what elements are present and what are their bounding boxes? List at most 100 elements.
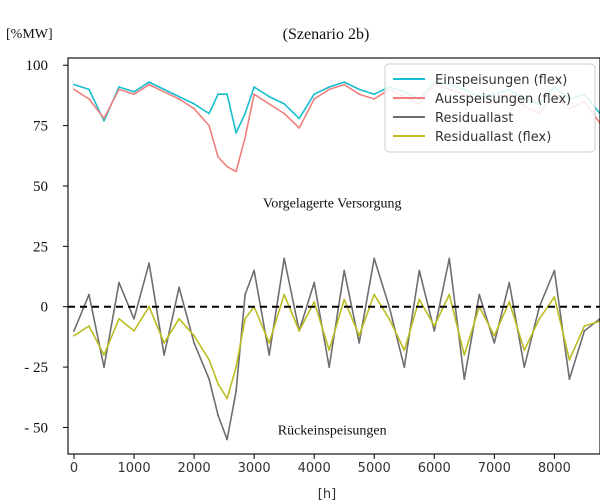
series-4-point xyxy=(133,330,135,332)
y-tick-label: - 50 xyxy=(24,420,48,436)
series-1-point xyxy=(163,88,166,91)
x-tick-label: 0 xyxy=(70,461,78,476)
x-tick-label: 8000 xyxy=(538,461,571,476)
annotation-rueckeinspeisungen: Rückeinspeisungen xyxy=(278,424,387,439)
series-1-point xyxy=(133,90,135,93)
series-1-point xyxy=(373,93,376,96)
series-1-point xyxy=(193,103,196,105)
series-4-point xyxy=(388,317,391,320)
series-3-point xyxy=(244,293,247,296)
series-4-point xyxy=(433,325,436,327)
series-2-point xyxy=(88,98,90,100)
series-4-point xyxy=(208,358,211,361)
y-tick-label: - 25 xyxy=(24,360,48,376)
plot-frame xyxy=(67,57,600,455)
series-1-point xyxy=(283,103,286,105)
series-4-point xyxy=(226,397,229,400)
series-2-point xyxy=(313,98,316,100)
series-3-point xyxy=(103,366,105,368)
series-3-point xyxy=(193,342,196,344)
series-2-point xyxy=(148,83,151,86)
series-4-point xyxy=(73,334,75,337)
x-tick-label: 1000 xyxy=(118,461,151,476)
series-4-point xyxy=(283,293,286,296)
series-4-point xyxy=(103,354,105,356)
series-1-point xyxy=(358,88,361,91)
series-3-point xyxy=(493,342,496,344)
series-1-point xyxy=(88,88,90,91)
series-2-point xyxy=(133,93,135,96)
series-1-point xyxy=(73,83,75,86)
series-3-point xyxy=(358,342,361,344)
series-4-point xyxy=(118,317,120,320)
series-4-point xyxy=(568,358,571,361)
series-1-point xyxy=(148,81,151,83)
y-tick-label: 25 xyxy=(33,239,48,255)
series-1-point xyxy=(208,112,211,115)
series-4-point xyxy=(268,342,271,344)
series-3-point xyxy=(508,281,511,284)
x-tick-label: 5000 xyxy=(358,461,391,476)
series-4-point xyxy=(244,317,247,320)
series-1-point xyxy=(178,95,181,98)
series-4-point xyxy=(583,325,586,327)
series-1-point xyxy=(343,81,346,83)
series-4-point xyxy=(538,317,541,320)
annotation-vorgelagerte-versorgung: Vorgelagerte Versorgung xyxy=(263,197,402,212)
series-4-point xyxy=(88,325,90,327)
series-3-point xyxy=(217,414,220,417)
legend-label: Ausspeisungen (flex) xyxy=(435,92,571,107)
series-2-point xyxy=(163,90,166,93)
series-2-point xyxy=(103,117,105,120)
series-2-point xyxy=(358,93,361,96)
series-2-point xyxy=(178,98,181,100)
series-3-point xyxy=(328,366,331,368)
series-4-point xyxy=(553,296,556,298)
legend-label: Residuallast xyxy=(435,111,513,126)
series-4-point xyxy=(493,334,496,337)
series-3-point xyxy=(163,354,166,356)
series-4-point xyxy=(343,298,346,301)
series-2-point xyxy=(268,103,271,105)
series-3-point xyxy=(88,293,90,296)
series-3-point xyxy=(553,269,556,272)
series-1-point xyxy=(226,93,229,96)
series-2-point xyxy=(244,136,247,139)
series-4-point xyxy=(418,298,421,301)
legend-label: Residuallast (flex) xyxy=(435,130,551,145)
series-1-point xyxy=(217,93,220,96)
legend-label: Einspeisungen (flex) xyxy=(435,73,567,88)
series-2-point xyxy=(226,165,229,168)
series-3-point xyxy=(478,293,481,296)
series-3-point xyxy=(283,257,286,260)
y-tick-label: 50 xyxy=(33,179,48,195)
series-3-point xyxy=(253,269,256,272)
x-axis-ticks: 0 1000 2000 3000 4000 5000 6000 7000 8000 xyxy=(70,454,571,476)
y-tick-label: 100 xyxy=(26,58,49,74)
series-2-point xyxy=(73,88,75,91)
series-2-point xyxy=(373,98,376,100)
series-1-point xyxy=(235,132,238,134)
series-4-point xyxy=(403,349,406,352)
series-2-point xyxy=(208,124,211,127)
x-tick-label: 4000 xyxy=(298,461,331,476)
series-4-point xyxy=(508,301,511,303)
y-tick-label: 75 xyxy=(33,119,48,135)
x-tick-label: 7000 xyxy=(478,461,511,476)
x-tick-label: 2000 xyxy=(178,461,211,476)
series-4-point xyxy=(523,349,526,352)
series-2-point xyxy=(298,127,301,129)
series-1-point xyxy=(118,86,120,88)
series-1-point xyxy=(298,117,301,120)
series-4-point xyxy=(163,342,166,344)
series-2-point xyxy=(253,93,256,96)
series-3-point xyxy=(118,281,120,284)
series-3-point xyxy=(313,281,316,284)
series-4-point xyxy=(313,301,316,303)
series-4-point xyxy=(178,317,181,320)
series-3-point xyxy=(418,269,421,272)
series-4-point xyxy=(448,293,451,296)
y-axis-ticks: 100 75 50 25 0 - 25 - 50 xyxy=(24,58,68,436)
series-4-point xyxy=(298,330,301,332)
